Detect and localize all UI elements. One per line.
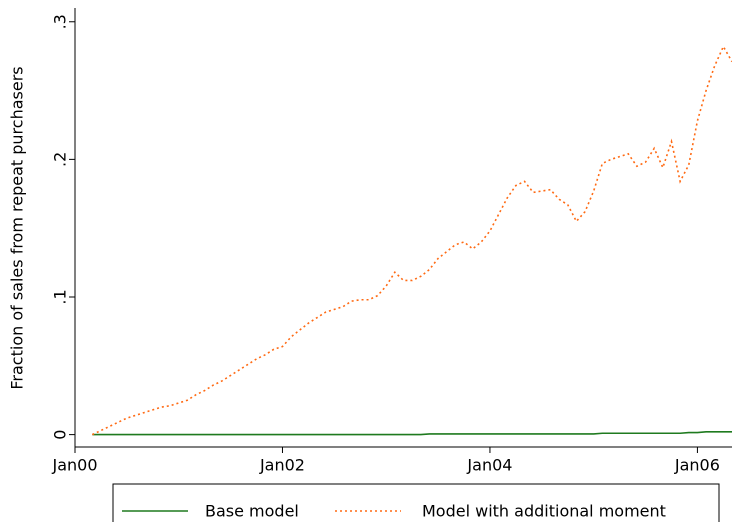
y-tick-label: .3 (51, 14, 70, 29)
data-line (92, 431, 732, 436)
y-axis-title: Fraction of sales from repeat purchasers (8, 66, 27, 389)
data-line (91, 44, 732, 436)
legend-label: Base model (205, 502, 299, 521)
x-tick-label: Jan00 (51, 456, 97, 475)
y-tick-label: .2 (51, 152, 70, 167)
x-tick-label: Jan02 (259, 456, 305, 475)
y-tick-label: 0 (51, 430, 70, 440)
y-tick-label: .1 (51, 289, 70, 304)
x-tick-label: Jan04 (466, 456, 512, 475)
legend-label: Model with additional moment (422, 502, 666, 521)
legend-box (112, 483, 720, 522)
x-tick-label: Jan06 (674, 456, 720, 475)
